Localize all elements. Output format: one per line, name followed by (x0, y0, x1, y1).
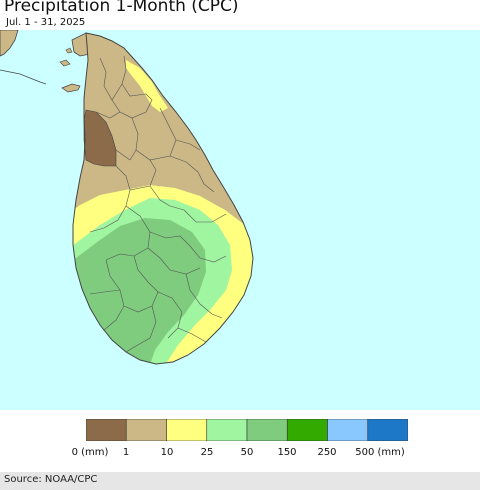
legend-swatch-4 (246, 418, 288, 442)
northern-islets (59, 47, 73, 67)
legend-tick-150: 150 (277, 447, 297, 458)
legend-swatch-0 (85, 418, 127, 442)
india-coast (0, 30, 19, 57)
legend-tick-250: 250 (317, 447, 337, 458)
legend-swatches (85, 418, 409, 442)
legend-swatch-7 (367, 418, 409, 442)
legend-tick-500: 500 (mm) (355, 447, 405, 458)
legend-bar (85, 418, 409, 442)
adams-bridge (0, 69, 47, 85)
source-label: Source: NOAA/CPC (4, 474, 98, 485)
legend-swatch-1 (125, 418, 167, 442)
legend-swatch-2 (166, 418, 208, 442)
footer: Source: NOAA/CPC (0, 472, 480, 490)
zone-0-1 (83, 109, 117, 167)
legend-swatch-5 (286, 418, 328, 442)
legend-tick-25: 25 (200, 447, 214, 458)
map-frame (0, 30, 480, 410)
mannar-island (61, 83, 81, 93)
legend-swatch-3 (206, 418, 248, 442)
zone-10-25-north (126, 60, 168, 112)
legend-tick-10: 10 (160, 447, 174, 458)
map-title: Precipitation 1-Month (CPC) (4, 0, 239, 16)
district-boundaries (89, 55, 227, 353)
legend-tick-0: 0 (mm) (71, 447, 109, 458)
map-subtitle: Jul. 1 - 31, 2025 (6, 17, 86, 28)
legend-tick-1: 1 (122, 447, 130, 458)
legend-swatch-6 (327, 418, 369, 442)
legend-tick-50: 50 (240, 447, 254, 458)
